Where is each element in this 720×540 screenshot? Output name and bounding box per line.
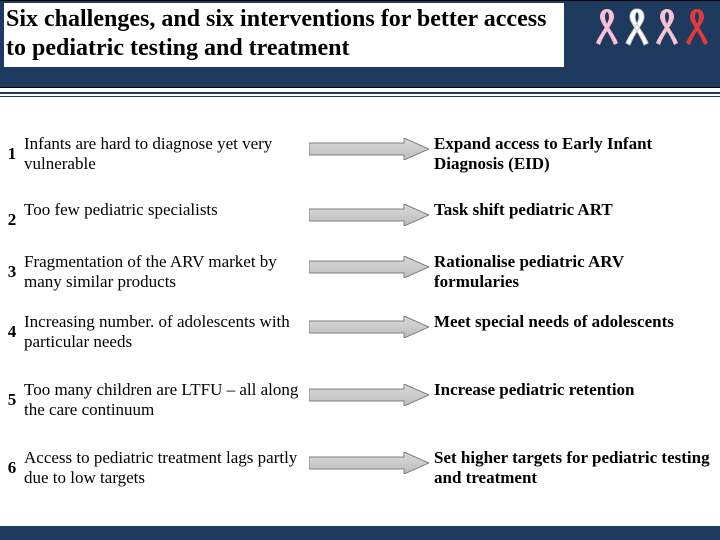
row-number: 2 — [0, 200, 24, 230]
ribbon-icon — [684, 7, 710, 47]
footer-bar — [0, 526, 720, 540]
content-area: 1 Infants are hard to diagnose yet very … — [0, 116, 720, 524]
challenge-text: Increasing number. of adolescents with p… — [24, 312, 304, 352]
challenge-text: Infants are hard to diagnose yet very vu… — [24, 134, 304, 174]
challenge-text: Too many children are LTFU – all along t… — [24, 380, 304, 420]
row-number: 3 — [0, 252, 24, 282]
ribbon-icon — [594, 7, 620, 47]
arrow-icon — [304, 252, 434, 278]
arrow-icon — [304, 448, 434, 474]
row-2: 2 Too few pediatric specialists Task shi… — [0, 200, 720, 230]
arrow-icon — [304, 200, 434, 226]
slide-title: Six challenges, and six interventions fo… — [4, 3, 564, 67]
row-number: 4 — [0, 312, 24, 342]
challenge-text: Too few pediatric specialists — [24, 200, 304, 220]
row-5: 5 Too many children are LTFU – all along… — [0, 380, 720, 420]
intervention-text: Set higher targets for pediatric testing… — [434, 448, 720, 488]
challenge-text: Access to pediatric treatment lags partl… — [24, 448, 304, 488]
ribbons-group — [594, 7, 710, 47]
row-1: 1 Infants are hard to diagnose yet very … — [0, 134, 720, 174]
intervention-text: Task shift pediatric ART — [434, 200, 720, 220]
row-6: 6 Access to pediatric treatment lags par… — [0, 448, 720, 488]
slide-header: Six challenges, and six interventions fo… — [0, 0, 720, 88]
arrow-icon — [304, 134, 434, 160]
challenge-text: Fragmentation of the ARV market by many … — [24, 252, 304, 292]
arrow-icon — [304, 380, 434, 406]
intervention-text: Meet special needs of adolescents — [434, 312, 720, 332]
row-number: 1 — [0, 134, 24, 164]
divider — [0, 90, 720, 97]
intervention-text: Increase pediatric retention — [434, 380, 720, 400]
row-number: 6 — [0, 448, 24, 478]
intervention-text: Expand access to Early Infant Diagnosis … — [434, 134, 720, 174]
ribbon-icon — [654, 7, 680, 47]
row-3: 3 Fragmentation of the ARV market by man… — [0, 252, 720, 292]
row-4: 4 Increasing number. of adolescents with… — [0, 312, 720, 352]
row-number: 5 — [0, 380, 24, 410]
ribbon-icon — [624, 7, 650, 47]
arrow-icon — [304, 312, 434, 338]
intervention-text: Rationalise pediatric ARV formularies — [434, 252, 720, 292]
